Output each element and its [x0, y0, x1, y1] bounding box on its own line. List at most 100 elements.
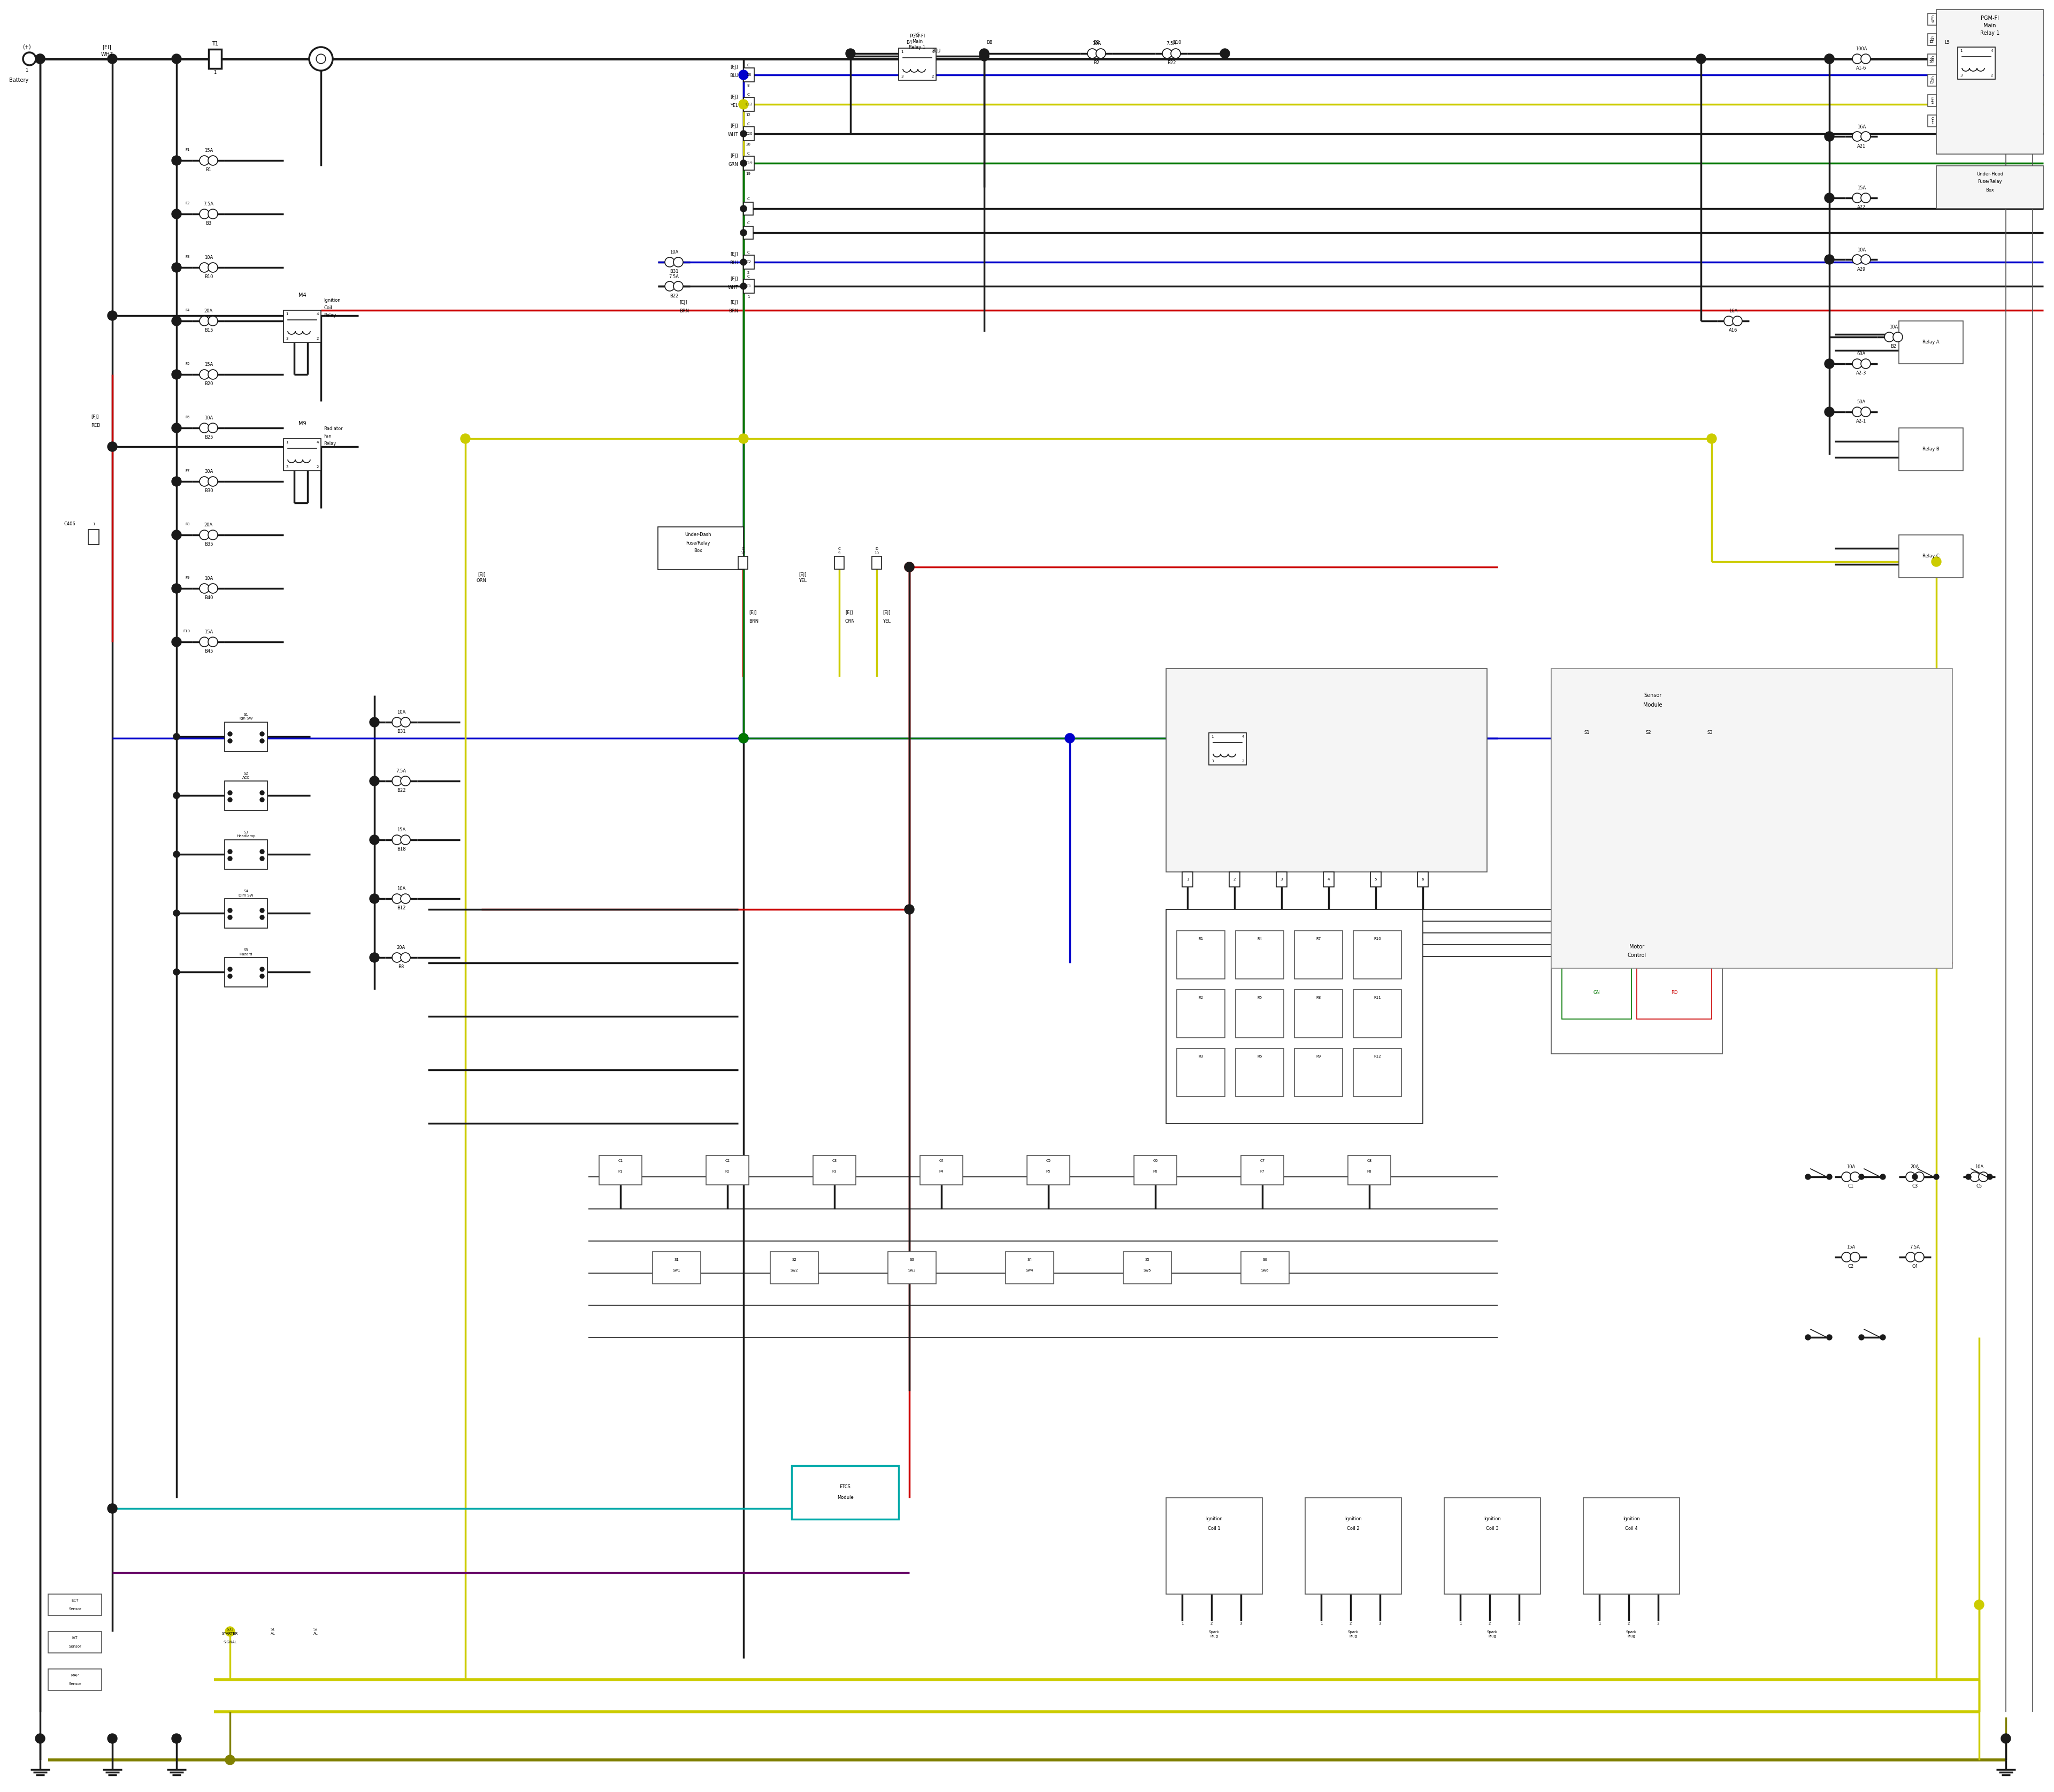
- Text: C
8: C 8: [1931, 16, 1933, 23]
- Text: R1: R1: [1197, 937, 1204, 941]
- Text: 3: 3: [286, 466, 288, 468]
- Bar: [653, 1253, 700, 1283]
- Circle shape: [1824, 131, 1834, 142]
- Text: 2: 2: [316, 466, 318, 468]
- Circle shape: [228, 797, 232, 801]
- Text: MAP: MAP: [72, 1674, 78, 1677]
- Bar: [744, 68, 754, 81]
- Text: C: C: [748, 251, 750, 254]
- Text: 50A: 50A: [1857, 400, 1865, 405]
- Text: 5: 5: [1374, 878, 1376, 882]
- Text: S4: S4: [1027, 1258, 1031, 1262]
- Circle shape: [226, 1627, 234, 1636]
- Text: R10: R10: [1374, 937, 1380, 941]
- Circle shape: [261, 909, 265, 912]
- Text: A2-3: A2-3: [1857, 371, 1867, 376]
- Circle shape: [674, 281, 684, 290]
- Bar: [1167, 909, 1423, 1124]
- Circle shape: [207, 584, 218, 593]
- Circle shape: [228, 790, 232, 796]
- Text: Coil 3: Coil 3: [1485, 1527, 1499, 1530]
- Circle shape: [1851, 1172, 1859, 1181]
- Circle shape: [665, 281, 674, 290]
- Text: B20: B20: [203, 382, 214, 387]
- Text: Ignition: Ignition: [1483, 1516, 1501, 1521]
- Circle shape: [1978, 1172, 1988, 1181]
- Text: 1: 1: [1321, 1622, 1323, 1625]
- Circle shape: [310, 47, 333, 70]
- Text: B12: B12: [396, 907, 405, 910]
- Text: S2: S2: [1645, 731, 1651, 735]
- Text: 3: 3: [1212, 760, 1214, 763]
- Circle shape: [199, 369, 210, 380]
- Text: B35: B35: [203, 543, 214, 547]
- Text: Battery: Battery: [8, 77, 29, 82]
- Text: BRN: BRN: [729, 308, 737, 314]
- Text: Relay 1: Relay 1: [1980, 30, 1999, 36]
- Text: C2: C2: [746, 260, 752, 263]
- Circle shape: [35, 54, 45, 65]
- Circle shape: [1824, 54, 1834, 65]
- Bar: [657, 527, 744, 570]
- Circle shape: [1884, 332, 1894, 342]
- Bar: [1354, 930, 1401, 978]
- Circle shape: [228, 968, 232, 971]
- Text: B31: B31: [396, 729, 405, 735]
- Text: ETCS: ETCS: [840, 1486, 850, 1489]
- Text: B8: B8: [398, 964, 405, 969]
- Bar: [744, 280, 754, 292]
- Circle shape: [199, 584, 210, 593]
- Text: S4
Dim SW: S4 Dim SW: [238, 891, 253, 896]
- Circle shape: [1970, 1172, 1980, 1181]
- Circle shape: [392, 953, 403, 962]
- Bar: [744, 156, 754, 170]
- Bar: [88, 530, 99, 545]
- Circle shape: [1861, 54, 1871, 65]
- Text: B9: B9: [1093, 41, 1099, 45]
- Bar: [1929, 13, 1937, 25]
- Bar: [744, 156, 754, 170]
- Bar: [1551, 685, 1754, 835]
- Text: 1: 1: [286, 441, 288, 444]
- Text: C8: C8: [746, 73, 752, 77]
- Text: 1: 1: [1212, 735, 1214, 738]
- Circle shape: [904, 563, 914, 572]
- Circle shape: [207, 530, 218, 539]
- Text: [EJ]: [EJ]: [731, 253, 737, 256]
- Text: M4: M4: [298, 292, 306, 297]
- Text: 15A: 15A: [203, 362, 214, 367]
- Text: 12: 12: [1929, 38, 1935, 41]
- Text: Sensor: Sensor: [68, 1645, 82, 1649]
- Text: BRN: BRN: [750, 618, 758, 624]
- Text: C5: C5: [1976, 1185, 1982, 1188]
- Bar: [224, 957, 267, 987]
- Text: BLU: BLU: [933, 48, 941, 54]
- Circle shape: [739, 434, 748, 443]
- Bar: [1551, 668, 1953, 968]
- Bar: [1304, 1498, 1401, 1595]
- Text: Coil 2: Coil 2: [1347, 1527, 1360, 1530]
- Text: F7: F7: [185, 470, 189, 473]
- Text: BLU: BLU: [729, 73, 737, 79]
- Bar: [1237, 989, 1284, 1038]
- Text: 15A: 15A: [396, 828, 405, 833]
- Text: C1: C1: [1849, 1185, 1853, 1188]
- Text: S1
Ign SW: S1 Ign SW: [240, 713, 253, 720]
- Text: [EJ]
YEL: [EJ] YEL: [799, 572, 807, 582]
- Circle shape: [1861, 131, 1871, 142]
- Circle shape: [1697, 54, 1705, 65]
- Text: Sw5: Sw5: [1144, 1269, 1150, 1272]
- Bar: [1134, 1156, 1177, 1185]
- Circle shape: [199, 156, 210, 165]
- Circle shape: [107, 54, 117, 65]
- Circle shape: [207, 369, 218, 380]
- Circle shape: [261, 790, 265, 796]
- Circle shape: [1707, 434, 1717, 443]
- Text: B22: B22: [396, 788, 405, 794]
- Text: YEL: YEL: [883, 618, 891, 624]
- Circle shape: [392, 894, 403, 903]
- Circle shape: [1914, 1253, 1925, 1262]
- Text: 4: 4: [1327, 878, 1329, 882]
- Text: A1-6: A1-6: [1857, 66, 1867, 72]
- Circle shape: [392, 776, 403, 787]
